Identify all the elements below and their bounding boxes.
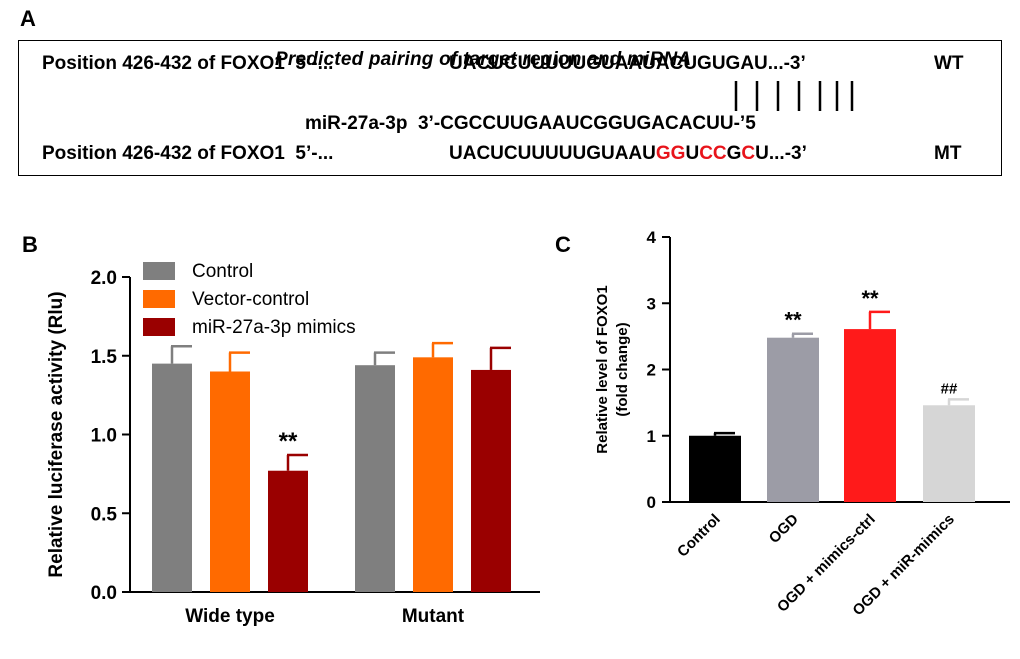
legend-swatch [143,290,175,308]
sequence-segment: U...-3’ [755,143,807,164]
bar [268,470,308,592]
bar [471,369,511,592]
mutated-base: CC [699,143,727,164]
legend-label: miR-27a-3p mimics [192,317,356,338]
mutated-base: C [741,143,756,164]
sequence-segment: UACUCUUUUUGUAAU [449,143,656,164]
bar [689,435,741,502]
legend-label: Control [192,261,253,282]
significance-mark: ** [784,308,802,333]
legend-label: Vector-control [192,289,309,310]
y-tick-label: 3 [647,294,656,313]
mt-sequence: UACUCUUUUUGUAAUGGUCCGCU...-3’ [449,143,807,165]
x-tick-label: Mutant [402,606,465,627]
pairing-box: Predicted pairing of target region and m… [18,40,1002,176]
wt-sequence: UACUCUUUUUGUAAUACUGUGAU...-3’ [449,53,806,74]
bar [355,365,395,592]
bar [413,357,453,592]
significance-mark: ## [941,380,958,397]
chart-b: 0.0 0.5 1.0 1.5 2.0 Relative luciferase activ… [46,261,540,627]
x-tick-label: Control [674,511,724,561]
sequence-segment: G [726,143,742,164]
mirna-sequence: miR-27a-3p 3’-CGCCUUGAAUCGGUGACACUU-’5 [305,113,756,134]
legend-swatch [143,318,175,336]
x-tick-label: Wide type [185,606,275,627]
y-tick-label: 1.5 [91,347,118,368]
bar [767,337,819,502]
panel-a-letter: A [20,6,36,31]
panel-c-letter: C [555,232,571,257]
y-tick-label: 2 [647,361,656,380]
panel-b-letter: B [22,232,38,257]
bar [923,405,975,502]
pairing-lines [734,81,854,111]
bar [844,329,896,502]
y-tick-label: 0.0 [91,583,117,604]
mutated-base: GG [655,143,686,164]
y-tick-label: 0 [647,493,656,512]
bar [152,363,192,592]
pairing-title: Predicted pairing of target region and m… [275,49,692,70]
significance-mark: ** [861,286,879,311]
legend-swatch [143,262,175,280]
chart-c: 0 1 2 3 4 Relative level of FOXO1 (fold change… [594,228,1010,619]
y-axis-label-line2: (fold change) [614,322,631,416]
y-tick-label: 1.0 [91,426,117,447]
y-axis-label: Relative luciferase activity (Rlu) [46,291,67,577]
bar [210,371,250,592]
mt-tag: MT [934,143,962,164]
y-tick-label: 4 [647,228,657,247]
x-tick-label: OGD [766,511,802,547]
significance-mark: ** [279,428,298,455]
mt-label: Position 426-432 of FOXO1 5’-... [42,143,334,164]
sequence-segment: U [685,143,700,164]
y-tick-label: 0.5 [91,504,118,525]
y-tick-label: 2.0 [91,268,117,289]
y-tick-label: 1 [647,427,656,446]
wt-label: Position 426-432 of FOXO1 5’-... [42,53,334,74]
wt-tag: WT [934,53,964,74]
y-axis-label-line1: Relative level of FOXO1 [594,285,611,453]
